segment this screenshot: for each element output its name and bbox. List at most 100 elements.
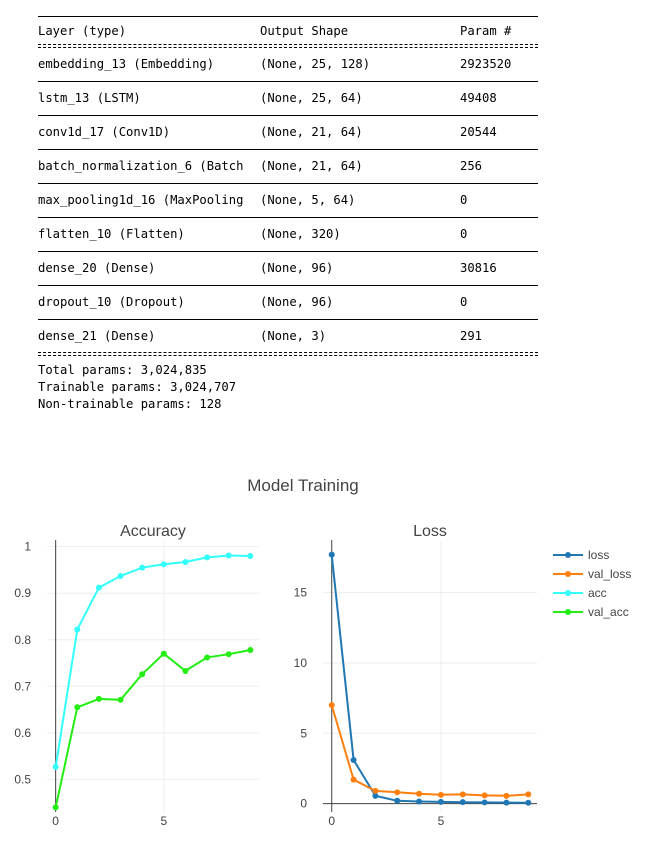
data-point-val_acc xyxy=(247,647,254,653)
layer-name: conv1d_17 (Conv1D) xyxy=(38,125,171,139)
data-point-val_loss xyxy=(394,789,401,796)
output-shape: (None, 96) xyxy=(260,295,334,309)
output-shape: (None, 96) xyxy=(260,261,334,275)
data-point-val_loss xyxy=(350,776,357,783)
param-count: 0 xyxy=(460,295,468,309)
data-point-val_loss xyxy=(503,792,510,799)
output-shape: (None, 25, 64) xyxy=(260,91,363,105)
output-shape: (None, 21, 64) xyxy=(260,159,363,173)
layer-name: batch_normalization_6 (Batch xyxy=(38,159,244,173)
layer-name: lstm_13 (LSTM) xyxy=(38,91,141,105)
layer-name: dense_21 (Dense) xyxy=(38,329,156,343)
data-point-val_acc xyxy=(95,695,102,702)
data-point-acc xyxy=(182,559,189,566)
non-trainable-params: Non-trainable params: 128 xyxy=(38,397,222,411)
data-point-loss xyxy=(372,792,379,799)
series-line-val_acc xyxy=(54,649,251,808)
summary-header-rule xyxy=(38,44,538,48)
data-point-acc xyxy=(225,552,232,559)
output-shape: (None, 3) xyxy=(260,329,327,343)
data-point-val_acc xyxy=(139,671,146,678)
x-tick-label: 0 xyxy=(52,814,59,828)
x-tick-label: 5 xyxy=(160,814,167,828)
data-point-acc xyxy=(160,561,167,568)
layer-name: dropout_10 (Dropout) xyxy=(38,295,185,309)
data-point-acc xyxy=(204,554,211,561)
data-point-val_acc xyxy=(204,654,211,661)
series-line-val_loss xyxy=(330,704,529,797)
param-count: 0 xyxy=(460,227,468,241)
legend-label-acc: acc xyxy=(588,586,607,600)
data-point-acc xyxy=(247,552,254,559)
summary-row-rule xyxy=(38,285,538,286)
data-point-loss xyxy=(394,797,401,804)
legend-marker-val_loss xyxy=(565,571,571,577)
data-point-loss xyxy=(481,799,488,806)
summary-row-rule xyxy=(38,319,538,320)
data-point-val_loss xyxy=(437,791,444,798)
data-point-val_acc xyxy=(117,696,124,703)
output-shape: (None, 320) xyxy=(260,227,341,241)
data-point-val_loss xyxy=(459,791,466,798)
data-point-val_acc xyxy=(74,704,81,711)
y-tick-label: 0 xyxy=(300,797,307,811)
data-point-val_acc xyxy=(52,804,59,811)
param-count: 2923520 xyxy=(460,57,512,71)
y-tick-label: 0.7 xyxy=(14,679,31,693)
total-params: Total params: 3,024,835 xyxy=(38,363,207,377)
data-point-loss xyxy=(350,756,357,763)
header-layer-type: Layer (type) xyxy=(38,24,127,38)
y-tick-label: 0.6 xyxy=(14,726,31,740)
summary-row-rule xyxy=(38,81,538,82)
data-point-loss xyxy=(328,551,335,558)
x-tick-label: 5 xyxy=(438,814,445,828)
data-point-val_acc xyxy=(182,667,189,674)
data-point-acc xyxy=(139,564,146,571)
summary-top-rule xyxy=(38,16,538,17)
param-count: 49408 xyxy=(460,91,497,105)
data-point-val_loss xyxy=(416,790,423,797)
trainable-params: Trainable params: 3,024,707 xyxy=(38,380,237,394)
summary-row-rule xyxy=(38,149,538,150)
y-tick-label: 5 xyxy=(300,726,307,740)
output-shape: (None, 5, 64) xyxy=(260,193,356,207)
data-point-val_loss xyxy=(481,792,488,799)
data-point-val_loss xyxy=(525,791,532,798)
series-line-acc xyxy=(54,554,251,767)
data-point-val_acc xyxy=(225,651,232,658)
layer-name: embedding_13 (Embedding) xyxy=(38,57,215,71)
chart-title: Model Training xyxy=(247,476,359,495)
data-point-loss xyxy=(525,799,532,806)
y-tick-label: 0.5 xyxy=(14,772,31,786)
param-count: 291 xyxy=(460,329,483,343)
header-param-count: Param # xyxy=(460,24,512,38)
data-point-loss xyxy=(503,799,510,806)
layer-name: max_pooling1d_16 (MaxPooling xyxy=(38,193,244,207)
data-point-loss xyxy=(459,799,466,806)
layer-name: flatten_10 (Flatten) xyxy=(38,227,185,241)
legend-marker-loss xyxy=(565,552,571,558)
y-tick-label: 0.8 xyxy=(14,633,31,647)
output-shape: (None, 25, 128) xyxy=(260,57,371,71)
layer-name: dense_20 (Dense) xyxy=(38,261,156,275)
param-count: 0 xyxy=(460,193,468,207)
subplot-title: Loss xyxy=(413,523,447,540)
data-point-loss xyxy=(437,798,444,805)
summary-row-rule xyxy=(38,115,538,116)
data-point-val_loss xyxy=(328,702,335,709)
subplot-title: Accuracy xyxy=(120,523,186,540)
legend-marker-acc xyxy=(565,590,571,596)
y-tick-label: 10 xyxy=(294,656,308,670)
output-shape: (None, 21, 64) xyxy=(260,125,363,139)
y-tick-label: 1 xyxy=(24,540,31,554)
legend-label-loss: loss xyxy=(588,548,609,562)
y-tick-label: 0.9 xyxy=(14,586,31,600)
data-point-acc xyxy=(95,584,102,591)
param-count: 20544 xyxy=(460,125,497,139)
series-line-loss xyxy=(330,554,529,804)
summary-bottom-rule xyxy=(38,352,538,356)
x-tick-label: 0 xyxy=(328,814,335,828)
data-point-val_loss xyxy=(372,787,379,794)
data-point-val_acc xyxy=(160,650,167,657)
